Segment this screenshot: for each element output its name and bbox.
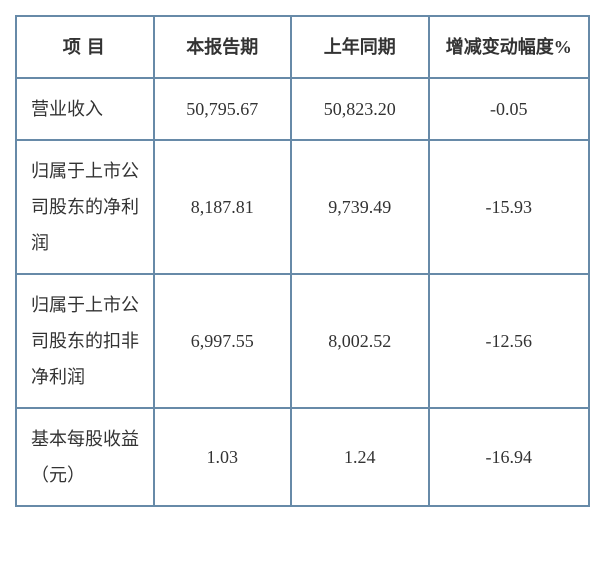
row-current: 50,795.67 [154, 78, 292, 140]
row-prev: 1.24 [291, 408, 429, 506]
table-row: 营业收入 50,795.67 50,823.20 -0.05 [16, 78, 589, 140]
row-change: -16.94 [429, 408, 589, 506]
row-label: 归属于上市公司股东的扣非净利润 [16, 274, 154, 408]
row-change: -15.93 [429, 140, 589, 274]
row-label: 营业收入 [16, 78, 154, 140]
row-current: 6,997.55 [154, 274, 292, 408]
row-change: -0.05 [429, 78, 589, 140]
row-prev: 9,739.49 [291, 140, 429, 274]
header-current-period: 本报告期 [154, 16, 292, 78]
row-prev: 8,002.52 [291, 274, 429, 408]
row-current: 8,187.81 [154, 140, 292, 274]
row-change: -12.56 [429, 274, 589, 408]
table-header-row: 项目 本报告期 上年同期 增减变动幅度% [16, 16, 589, 78]
table-row: 归属于上市公司股东的净利润 8,187.81 9,739.49 -15.93 [16, 140, 589, 274]
table-row: 基本每股收益（元） 1.03 1.24 -16.94 [16, 408, 589, 506]
financial-table: 项目 本报告期 上年同期 增减变动幅度% 营业收入 50,795.67 50,8… [15, 15, 590, 507]
row-prev: 50,823.20 [291, 78, 429, 140]
header-item: 项目 [16, 16, 154, 78]
header-prev-period: 上年同期 [291, 16, 429, 78]
row-current: 1.03 [154, 408, 292, 506]
header-change-pct: 增减变动幅度% [429, 16, 589, 78]
table-row: 归属于上市公司股东的扣非净利润 6,997.55 8,002.52 -12.56 [16, 274, 589, 408]
row-label: 基本每股收益（元） [16, 408, 154, 506]
row-label: 归属于上市公司股东的净利润 [16, 140, 154, 274]
